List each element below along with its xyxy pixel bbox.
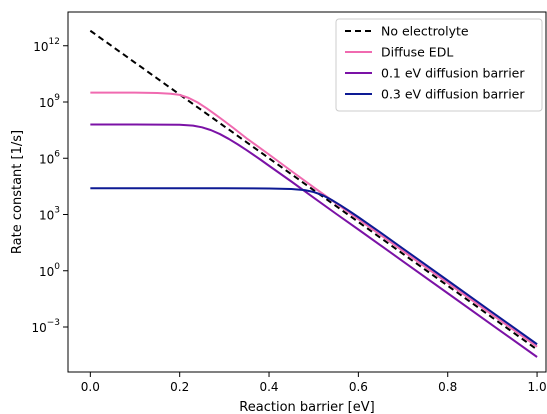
x-tick-label: 1.0: [528, 380, 547, 394]
legend-entry-2: Diffuse EDL: [381, 45, 453, 60]
y-axis: 10−3 100 103 106 109 1012: [31, 37, 68, 335]
x-tick-label: 0.0: [81, 380, 100, 394]
legend: No electrolyte Diffuse EDL 0.1 eV diffusio…: [335, 18, 543, 112]
x-axis-label: Reaction barrier [eV]: [239, 400, 374, 414]
y-tick-label: 1012: [33, 37, 60, 54]
series-line-3: [90, 123, 538, 358]
plot-area-frame: [67, 11, 547, 373]
x-axis: 0.0 0.2 0.4 0.6 0.8 1.0: [81, 372, 547, 394]
x-tick-label: 0.8: [438, 380, 457, 394]
y-tick-label: 100: [39, 262, 60, 279]
series-line-4: [90, 187, 538, 346]
series-line-2: [90, 91, 538, 348]
series-layer: [89, 29, 538, 358]
x-tick-label: 0.2: [170, 380, 189, 394]
y-tick-label: 103: [39, 206, 60, 223]
legend-entry-1: No electrolyte: [381, 24, 469, 39]
legend-entry-4: 0.3 eV diffusion barrier: [381, 87, 525, 102]
y-tick-label: 10−3: [31, 318, 60, 335]
y-tick-label: 106: [39, 149, 60, 166]
legend-box: [335, 18, 543, 112]
y-tick-label: 109: [39, 93, 60, 110]
y-axis-label: Rate constant [1/s]: [10, 130, 25, 254]
legend-entry-3: 0.1 eV diffusion barrier: [381, 66, 525, 81]
series-line-1: [89, 29, 538, 351]
x-tick-label: 0.4: [259, 380, 278, 394]
x-tick-label: 0.6: [349, 380, 368, 394]
